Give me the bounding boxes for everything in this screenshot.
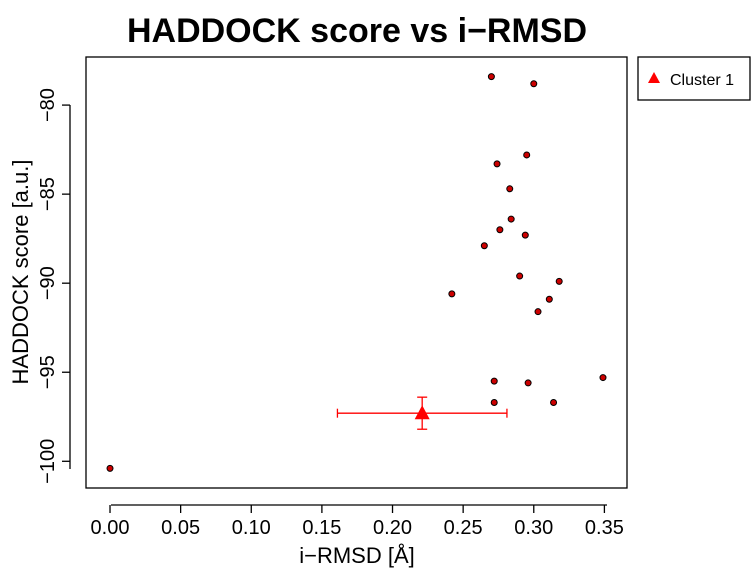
y-tick-label: −90 (37, 266, 59, 300)
data-point (507, 215, 515, 223)
data-point (524, 379, 532, 387)
x-tick-label: 0.10 (232, 517, 271, 539)
x-tick-label: 0.35 (585, 517, 624, 539)
x-tick-label: 0.15 (302, 517, 341, 539)
y-axis-label: HADDOCK score [a.u.] (8, 160, 33, 385)
x-tick-label: 0.20 (373, 517, 412, 539)
data-points (106, 73, 607, 472)
y-tick-label: −100 (37, 439, 59, 484)
data-point (521, 231, 529, 239)
y-tick-label: −85 (37, 177, 59, 211)
cluster-marker (336, 396, 508, 430)
plot-frame (85, 56, 628, 489)
x-axis-label: i−RMSD [Å] (299, 543, 415, 568)
data-point (523, 151, 531, 159)
x-axis: 0.00 0.05 0.10 0.15 0.20 0.25 0.30 0.35 (91, 504, 624, 539)
x-tick-label: 0.30 (514, 517, 553, 539)
data-point (555, 277, 563, 285)
data-point (490, 399, 498, 407)
y-tick-label: −95 (37, 355, 59, 389)
data-point (516, 272, 524, 280)
x-tick-label: 0.05 (161, 517, 200, 539)
cluster-triangle-icon (414, 405, 430, 420)
data-point (448, 290, 456, 298)
data-point (487, 73, 495, 81)
data-point (490, 377, 498, 385)
data-point (106, 464, 114, 472)
y-axis: −80 −85 −90 −95 −100 (37, 88, 71, 484)
y-tick-label: −80 (37, 88, 59, 122)
legend-cluster-triangle-icon (648, 72, 660, 83)
chart-title: HADDOCK score vs i−RMSD (127, 12, 587, 50)
data-point (496, 226, 504, 234)
legend-cluster-label: Cluster 1 (670, 72, 734, 89)
data-point (534, 308, 542, 316)
x-tick-label: 0.25 (444, 517, 483, 539)
legend: Cluster 1 (637, 56, 751, 101)
data-point (493, 160, 501, 168)
data-point (480, 242, 488, 250)
data-point (545, 295, 553, 303)
data-point (506, 185, 514, 193)
data-point (599, 374, 607, 382)
data-point (550, 399, 558, 407)
x-tick-label: 0.00 (91, 517, 130, 539)
data-point (530, 80, 538, 88)
